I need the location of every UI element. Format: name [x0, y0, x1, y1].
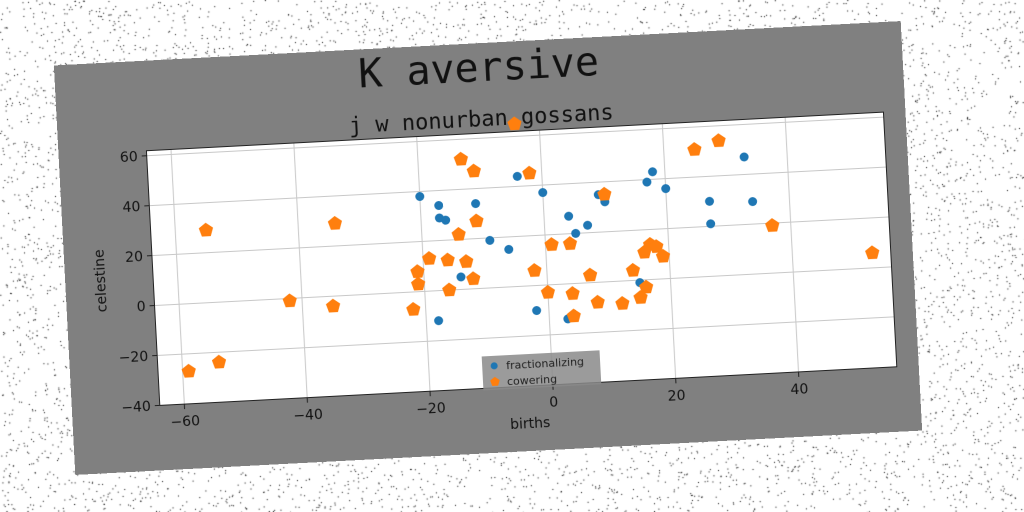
scatter-plot: −60 −40 −20 0 20 40 −40 −20 0 20 40 60 births celes…	[54, 21, 922, 475]
y-tick-label: −20	[118, 349, 148, 367]
y-tick-label: 0	[136, 299, 146, 315]
y-tick-label: 20	[125, 249, 144, 266]
y-axis-label: celestine	[92, 249, 111, 313]
legend-label: cowering	[507, 373, 558, 389]
chart-figure: K aversive j w nonurban gossans −60−40−2…	[54, 21, 922, 475]
x-tick-label: −40	[293, 407, 323, 425]
cowering-point	[507, 116, 522, 130]
x-tick-label: −20	[416, 400, 446, 418]
x-tick-label: 40	[790, 381, 809, 398]
x-tick-label: 0	[549, 395, 559, 411]
x-axis-label: births	[510, 415, 551, 433]
x-tick-label: 20	[667, 388, 686, 405]
legend: fractionalizingcowering	[482, 350, 602, 390]
y-tick-label: 60	[120, 149, 139, 166]
x-tick-label: −60	[170, 413, 200, 431]
y-tick-label: −40	[121, 399, 151, 417]
y-tick-label: 40	[122, 199, 141, 216]
